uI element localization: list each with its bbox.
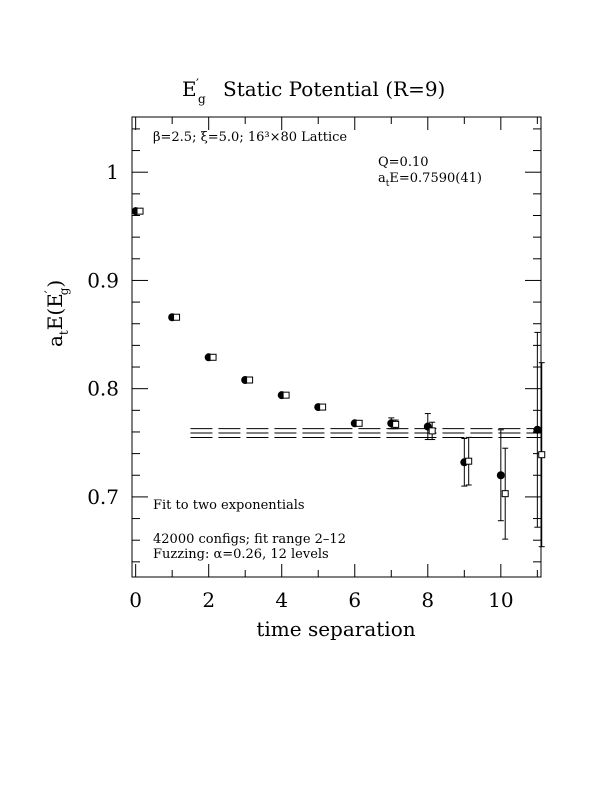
- x-tick-label: 0: [129, 588, 142, 612]
- x-tick-label: 6: [348, 588, 361, 612]
- title-main: E: [182, 77, 197, 101]
- data-point-square: [282, 391, 290, 399]
- ylabel-close: ): [43, 280, 67, 288]
- energy-t-sub: t: [386, 179, 390, 189]
- data-point-circle: [533, 425, 542, 434]
- title-prime: ′: [196, 77, 199, 92]
- y-tick-label: 0.8: [87, 377, 119, 401]
- axis-ticks: 0 2 4 6 8 10 0.7 0.8 0.9 1: [87, 117, 541, 612]
- data-point-square: [209, 353, 217, 361]
- data-point-square: [392, 420, 400, 428]
- data-points: [131, 207, 546, 548]
- ylabel-a: a: [43, 335, 67, 347]
- data-point-circle: [496, 471, 505, 480]
- y-tick-label: 1: [106, 160, 119, 184]
- ylabel-prime: ′: [43, 290, 58, 293]
- fuzzing-annotation: Fuzzing: α=0.26, 12 levels: [153, 547, 329, 562]
- ylabel-t-sub: t: [57, 330, 71, 335]
- ylabel-e: E(E: [43, 293, 67, 330]
- chart-title: E ′ g Static Potential (R=9): [182, 77, 445, 106]
- x-tick-label: 2: [202, 588, 215, 612]
- data-point-square: [136, 207, 144, 215]
- data-point-square: [465, 457, 473, 465]
- data-point-square: [428, 427, 436, 435]
- y-tick-label: 0.7: [87, 485, 119, 509]
- svg-text:atE(E′g): atE(E′g): [43, 280, 71, 347]
- title-rest: Static Potential (R=9): [223, 77, 445, 101]
- x-axis-label: time separation: [256, 617, 415, 641]
- data-point-square: [538, 451, 546, 459]
- energy-annotation: atE=0.7590(41): [378, 171, 482, 189]
- data-point-square: [246, 376, 254, 384]
- plot-frame: [131, 116, 542, 578]
- fit-note-annotation: Fit to two exponentials: [153, 498, 305, 513]
- energy-rest: E=0.7590(41): [389, 171, 482, 186]
- title-sub: g: [198, 92, 206, 106]
- x-tick-label: 8: [421, 588, 434, 612]
- data-point-square: [173, 313, 181, 321]
- x-tick-label: 10: [488, 588, 513, 612]
- fit-band: [190, 428, 541, 438]
- y-axis-label: atE(E′g): [43, 280, 71, 347]
- data-point-square: [355, 419, 363, 427]
- q-annotation: Q=0.10: [378, 155, 429, 170]
- energy-a: a: [378, 171, 386, 186]
- data-point-square: [501, 490, 509, 498]
- configs-annotation: 42000 configs; fit range 2–12: [153, 532, 346, 547]
- x-tick-label: 4: [275, 588, 288, 612]
- ylabel-g-sub: g: [57, 287, 71, 295]
- y-tick-label: 0.9: [87, 268, 119, 292]
- data-point-square: [319, 403, 327, 411]
- lattice-annotation: β=2.5; ξ=5.0; 16³×80 Lattice: [153, 130, 347, 145]
